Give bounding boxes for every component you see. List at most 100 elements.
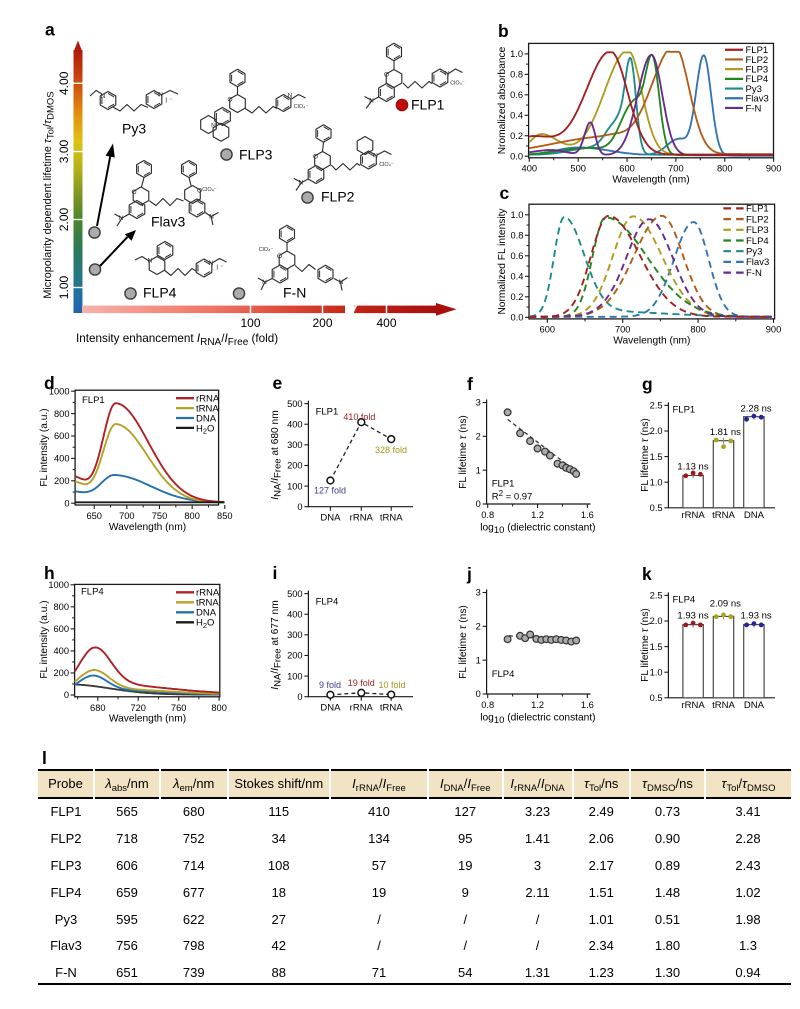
svg-text:O: O [313, 154, 318, 161]
svg-text:700: 700 [119, 511, 135, 521]
svg-text:1.5: 1.5 [650, 642, 663, 652]
svg-text:FLP1: FLP1 [82, 395, 105, 406]
svg-text:FLP1: FLP1 [411, 97, 445, 113]
svg-text:600: 600 [53, 624, 69, 634]
svg-text:FLP1: FLP1 [492, 479, 515, 490]
svg-text:0: 0 [476, 689, 481, 699]
svg-text:9 fold: 9 fold [319, 680, 341, 690]
svg-text:0.4: 0.4 [510, 110, 523, 120]
svg-text:tRNA: tRNA [380, 513, 403, 524]
svg-text:1.81 ns: 1.81 ns [710, 427, 741, 438]
svg-text:200: 200 [54, 476, 70, 486]
svg-text:FLP2: FLP2 [746, 55, 769, 66]
svg-text:FL lifetime τ (ns): FL lifetime τ (ns) [458, 415, 469, 489]
svg-text:rRNA: rRNA [681, 700, 705, 711]
svg-text:rRNA: rRNA [350, 703, 374, 714]
svg-text:1.0: 1.0 [650, 477, 663, 487]
svg-text:Py3: Py3 [122, 121, 146, 137]
svg-text:1.6: 1.6 [581, 700, 594, 710]
svg-text:0.8: 0.8 [510, 70, 523, 80]
svg-text:Py3: Py3 [746, 247, 762, 258]
svg-text:F-N: F-N [283, 285, 306, 301]
svg-text:FL lifetime τ (ns): FL lifetime τ (ns) [640, 418, 651, 492]
svg-text:DNA: DNA [320, 513, 341, 524]
svg-text:0.2: 0.2 [510, 292, 523, 302]
svg-text:FLP4: FLP4 [746, 74, 769, 85]
svg-text:I ⁻: I ⁻ [165, 98, 173, 105]
svg-text:400: 400 [287, 419, 303, 429]
svg-text:N: N [339, 279, 344, 286]
svg-text:a: a [45, 20, 55, 40]
svg-text:0.5: 0.5 [650, 503, 663, 513]
svg-text:rRNA: rRNA [196, 588, 220, 599]
svg-text:200: 200 [287, 461, 303, 471]
svg-text:FL lifetime τ (ns): FL lifetime τ (ns) [640, 608, 651, 682]
svg-text:ClO₄⁻: ClO₄⁻ [450, 81, 465, 87]
svg-text:0.6: 0.6 [510, 251, 523, 261]
svg-text:2.0: 2.0 [650, 426, 663, 436]
svg-text:N: N [209, 214, 214, 221]
svg-text:tRNA: tRNA [380, 703, 403, 714]
svg-text:tRNA: tRNA [196, 403, 219, 414]
svg-text:700: 700 [615, 325, 631, 335]
svg-text:650: 650 [86, 511, 102, 521]
svg-text:N: N [119, 215, 124, 222]
svg-text:2.09 ns: 2.09 ns [710, 599, 741, 610]
svg-text:1.0: 1.0 [650, 667, 663, 677]
svg-text:N: N [211, 123, 216, 130]
svg-text:N: N [373, 153, 378, 160]
svg-text:200: 200 [287, 651, 303, 661]
svg-text:300: 300 [287, 630, 303, 640]
svg-text:DNA: DNA [744, 510, 765, 521]
svg-text:0.8: 0.8 [481, 700, 494, 710]
svg-text:Micropolarity dependent lifeti: Micropolarity dependent lifetime τTol/τD… [42, 91, 57, 298]
svg-text:rRNA: rRNA [196, 394, 220, 405]
svg-text:FLP4: FLP4 [492, 669, 515, 680]
svg-text:FLP4: FLP4 [143, 285, 177, 301]
svg-text:2: 2 [476, 622, 481, 632]
svg-text:0: 0 [297, 502, 302, 512]
svg-text:F-N: F-N [746, 103, 762, 114]
svg-text:0: 0 [476, 499, 481, 509]
svg-text:ClO₄⁻: ClO₄⁻ [379, 162, 394, 168]
svg-text:Wavelength (nm): Wavelength (nm) [109, 714, 186, 725]
svg-text:100: 100 [240, 316, 260, 330]
svg-text:1.2: 1.2 [531, 700, 544, 710]
svg-text:Wavelength (nm): Wavelength (nm) [613, 336, 690, 347]
svg-text:100: 100 [287, 671, 303, 681]
svg-text:760: 760 [171, 703, 187, 713]
svg-text:200: 200 [53, 668, 69, 678]
svg-text:ClO₄⁻: ClO₄⁻ [259, 247, 274, 253]
svg-text:O: O [384, 72, 389, 79]
svg-text:720: 720 [130, 703, 146, 713]
svg-text:e: e [273, 373, 283, 393]
svg-text:300: 300 [287, 440, 303, 450]
svg-text:600: 600 [54, 431, 70, 441]
svg-text:k: k [642, 564, 652, 584]
svg-text:700: 700 [668, 164, 684, 174]
svg-text:g: g [642, 374, 653, 394]
svg-text:0.8: 0.8 [481, 510, 494, 520]
svg-text:2.00: 2.00 [57, 207, 71, 231]
svg-text:FLP3: FLP3 [239, 147, 273, 163]
svg-text:0.5: 0.5 [650, 693, 663, 703]
svg-text:400: 400 [54, 454, 70, 464]
svg-text:1.0: 1.0 [510, 49, 523, 59]
svg-text:500: 500 [570, 164, 586, 174]
svg-text:FLP3: FLP3 [746, 225, 769, 236]
svg-text:FL intensity (a.u.): FL intensity (a.u.) [39, 600, 50, 678]
svg-text:10 fold: 10 fold [378, 680, 405, 690]
svg-text:1: 1 [476, 655, 481, 665]
svg-text:800: 800 [184, 511, 200, 521]
svg-text:800: 800 [53, 602, 69, 612]
svg-text:DNA: DNA [196, 413, 217, 424]
svg-text:FLP4: FLP4 [673, 595, 696, 606]
svg-text:1: 1 [476, 465, 481, 475]
svg-text:2.5: 2.5 [650, 401, 663, 411]
svg-text:900: 900 [766, 164, 782, 174]
svg-text:400: 400 [287, 609, 303, 619]
svg-text:N: N [209, 260, 214, 267]
svg-text:Wavelength (nm): Wavelength (nm) [612, 175, 689, 186]
svg-text:Flav3: Flav3 [746, 257, 769, 268]
svg-text:tRNA: tRNA [196, 598, 219, 609]
